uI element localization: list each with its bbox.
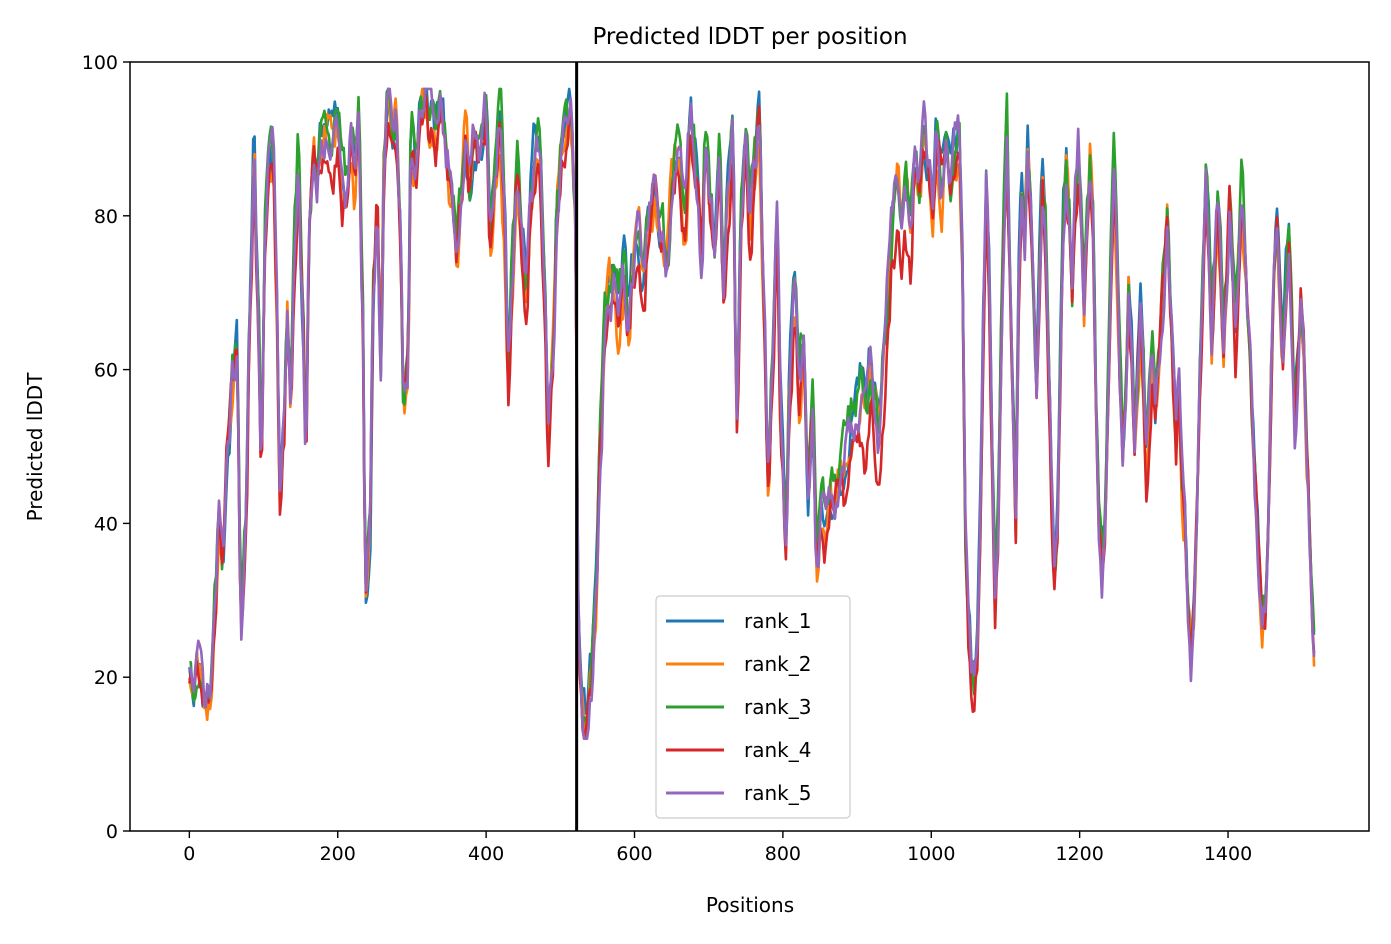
legend-label-rank_1: rank_1 [744, 609, 811, 633]
legend-label-rank_4: rank_4 [744, 738, 811, 762]
y-tick-label: 40 [94, 513, 118, 535]
series-line-rank_5 [188, 87, 1316, 741]
y-tick-label: 20 [94, 667, 118, 689]
x-tick-label: 400 [468, 843, 504, 865]
x-tick-label: 200 [320, 843, 356, 865]
y-axis-label: Predicted lDDT [23, 372, 47, 522]
plot-frame [129, 61, 1370, 832]
y-tick-label: 0 [106, 821, 118, 843]
x-axis-label: Positions [706, 893, 794, 917]
legend-label-rank_5: rank_5 [744, 781, 811, 805]
x-tick-label: 0 [183, 843, 195, 865]
chart-title: Predicted lDDT per position [592, 24, 907, 50]
x-tick-label: 800 [765, 843, 801, 865]
legend-box [655, 595, 851, 819]
x-tick-label: 600 [616, 843, 652, 865]
x-tick-label: 1400 [1204, 843, 1252, 865]
legend: rank_1 rank_2 rank_3 rank_4 rank_5 [655, 595, 851, 819]
axis-ticks: 0 200 400 600 800 1000 1200 1400 0 20 40 60 80 100 [82, 52, 1252, 865]
y-tick-label: 100 [82, 52, 118, 74]
x-tick-label: 1000 [907, 843, 955, 865]
plot-area [188, 62, 1316, 831]
x-tick-label: 1200 [1055, 843, 1103, 865]
legend-label-rank_2: rank_2 [744, 652, 811, 676]
legend-label-rank_3: rank_3 [744, 695, 811, 719]
y-tick-label: 60 [94, 360, 118, 382]
y-tick-label: 80 [94, 206, 118, 228]
